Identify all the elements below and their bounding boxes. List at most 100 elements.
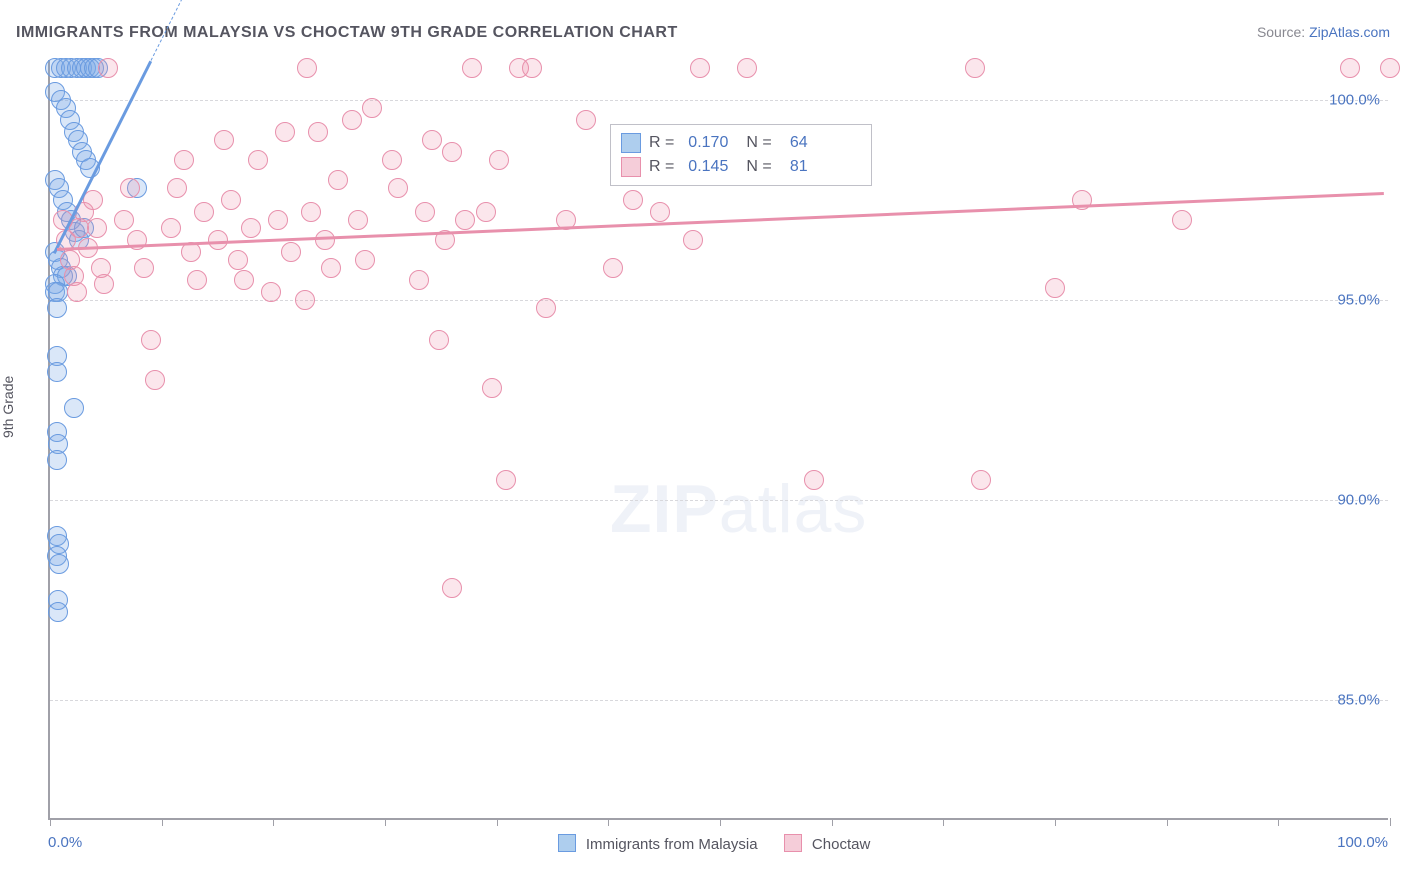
data-point-choctaw [650,202,670,222]
data-point-choctaw [804,470,824,490]
data-point-choctaw [965,58,985,78]
data-point-choctaw [429,330,449,350]
watermark-atlas: atlas [719,471,868,547]
data-point-choctaw [1172,210,1192,230]
legend-swatch-choctaw [621,157,641,177]
legend-label-choctaw: Choctaw [812,836,870,853]
x-tick-mark [1278,818,1279,826]
y-tick-label: 85.0% [1337,692,1380,709]
data-point-choctaw [476,202,496,222]
data-point-choctaw [623,190,643,210]
data-point-choctaw [576,110,596,130]
data-point-malaysia [47,298,67,318]
x-tick-mark [1055,818,1056,826]
x-tick-mark [720,818,721,826]
legend-r-label: R = [649,158,674,176]
correlation-legend: R = 0.170 N = 64 R = 0.145 N = 81 [610,124,872,186]
source-link[interactable]: ZipAtlas.com [1309,24,1390,40]
data-point-choctaw [355,250,375,270]
gridline [50,100,1388,101]
data-point-choctaw [174,150,194,170]
x-tick-mark [273,818,274,826]
data-point-choctaw [388,178,408,198]
series-legend: Immigrants from Malaysia Choctaw [0,834,1406,853]
data-point-choctaw [94,274,114,294]
legend-label-malaysia: Immigrants from Malaysia [586,836,758,853]
data-point-malaysia [47,362,67,382]
data-point-choctaw [409,270,429,290]
y-tick-label: 95.0% [1337,292,1380,309]
data-point-choctaw [971,470,991,490]
legend-row-choctaw: R = 0.145 N = 81 [621,155,861,179]
x-tick-mark [943,818,944,826]
legend-r-malaysia: 0.170 [682,134,728,152]
data-point-choctaw [161,218,181,238]
data-point-choctaw [67,282,87,302]
data-point-choctaw [308,122,328,142]
data-point-choctaw [690,58,710,78]
data-point-choctaw [415,202,435,222]
data-point-choctaw [187,270,207,290]
gridline [50,500,1388,501]
data-point-choctaw [297,58,317,78]
legend-r-label: R = [649,134,674,152]
data-point-choctaw [482,378,502,398]
data-point-choctaw [167,178,187,198]
data-point-choctaw [281,242,301,262]
data-point-choctaw [1380,58,1400,78]
data-point-choctaw [382,150,402,170]
chart-source: Source: ZipAtlas.com [1257,24,1390,40]
data-point-malaysia [49,554,69,574]
data-point-choctaw [141,330,161,350]
data-point-choctaw [261,282,281,302]
y-axis-label: 9th Grade [0,376,16,438]
data-point-choctaw [221,190,241,210]
data-point-choctaw [315,230,335,250]
data-point-choctaw [442,142,462,162]
x-tick-mark [385,818,386,826]
data-point-choctaw [1340,58,1360,78]
x-tick-mark [50,818,51,826]
data-point-choctaw [214,130,234,150]
legend-row-malaysia: R = 0.170 N = 64 [621,131,861,155]
data-point-choctaw [134,258,154,278]
chart-title: IMMIGRANTS FROM MALAYSIA VS CHOCTAW 9TH … [16,24,678,42]
source-prefix: Source: [1257,24,1309,40]
data-point-choctaw [87,218,107,238]
data-point-choctaw [98,58,118,78]
data-point-choctaw [295,290,315,310]
legend-r-choctaw: 0.145 [682,158,728,176]
data-point-choctaw [114,210,134,230]
x-tick-mark [162,818,163,826]
data-point-choctaw [442,578,462,598]
data-point-choctaw [145,370,165,390]
data-point-choctaw [234,270,254,290]
y-tick-label: 100.0% [1329,92,1380,109]
watermark: ZIPatlas [610,470,867,548]
data-point-choctaw [362,98,382,118]
gridline [50,700,1388,701]
data-point-malaysia [48,602,68,622]
data-point-choctaw [462,58,482,78]
x-tick-mark [832,818,833,826]
scatter-plot: ZIPatlas R = 0.170 N = 64 R = 0.145 N = … [48,60,1388,820]
legend-n-label: N = [746,158,771,176]
data-point-choctaw [496,470,516,490]
data-point-choctaw [328,170,348,190]
legend-swatch-choctaw [784,834,802,852]
data-point-choctaw [683,230,703,250]
watermark-zip: ZIP [610,471,719,547]
legend-n-malaysia: 64 [780,134,808,152]
data-point-choctaw [603,258,623,278]
data-point-choctaw [321,258,341,278]
data-point-choctaw [301,202,321,222]
data-point-choctaw [348,210,368,230]
x-tick-mark [1390,818,1391,826]
legend-swatch-malaysia [558,834,576,852]
gridline [50,300,1388,301]
data-point-choctaw [536,298,556,318]
data-point-choctaw [522,58,542,78]
x-tick-mark [608,818,609,826]
data-point-choctaw [248,150,268,170]
data-point-choctaw [194,202,214,222]
